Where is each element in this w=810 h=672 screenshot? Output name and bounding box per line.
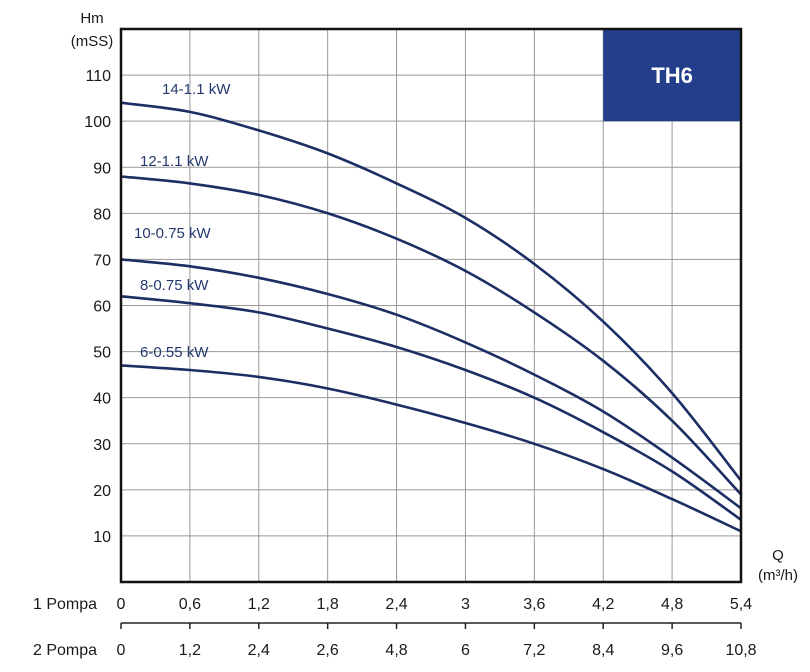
y-tick-label: 70 [93,252,111,269]
grid [121,29,741,582]
x-axes: 1 Pompa 0 0,6 1,2 1,8 2,4 3 3,6 4,2 4,8 5,4 2 Pompa… [33,596,757,659]
y-tick-label: 20 [93,483,111,500]
y-tick-label: 40 [93,391,111,408]
x-tick-label: 5,4 [730,596,752,613]
x-tick-label: 4,2 [592,596,614,613]
y-tick-label: 100 [84,114,111,131]
model-badge [603,29,741,122]
x-tick-label: 4,8 [385,642,407,659]
series-line [120,364,742,533]
x-tick-label: 7,2 [523,642,545,659]
series-label: 8-0.75 kW [140,277,209,294]
x-tick-label: 2,4 [385,596,407,613]
plot-frame [119,27,743,584]
series-label: 6-0.55 kW [140,344,209,361]
y-tick-label: 10 [93,529,111,546]
series-label: 10-0.75 kW [134,225,212,242]
y-tick-label: 30 [93,437,111,454]
series-line [120,101,743,482]
x-axis-row-label: 1 Pompa [33,596,97,613]
x-tick-label: 9,6 [661,642,683,659]
y-tick-label: 50 [93,345,111,362]
series-line [120,175,742,496]
x-tick-label: 4,8 [661,596,683,613]
x-axis-unit: (m³/h) [758,567,798,584]
x-tick-label: 3 [461,596,470,613]
curves: 14-1.1 kW 12-1.1 kW 10-0.75 kW 8-0.75 kW 6-0… [120,81,743,533]
x-tick-label: 0,6 [179,596,201,613]
x-tick-label: 10,8 [725,642,756,659]
x-tick-label: 2,6 [317,642,339,659]
series-line [120,258,742,510]
series-label: 12-1.1 kW [140,153,209,170]
x-tick-label: 0 [117,596,126,613]
series-line [120,295,742,521]
y-tick-label: 80 [93,206,111,223]
x-tick-label: 2,4 [248,642,270,659]
x-tick-label: 1,2 [248,596,270,613]
y-tick-label: 90 [93,160,111,177]
x-axis-title: Q [772,547,784,564]
y-tick-label: 110 [85,68,111,85]
y-axis-unit: (mSS) [71,33,114,50]
y-tick-label: 60 [93,299,111,316]
x-axis-row-label: 2 Pompa [33,642,97,659]
model-badge-label: TH6 [651,63,693,88]
x-tick-label: 3,6 [523,596,545,613]
x-tick-label: 1,8 [317,596,339,613]
series-label: 14-1.1 kW [162,81,231,98]
y-axis-ticks: 10 20 30 40 50 60 70 80 90 100 110 [84,68,111,546]
y-axis-title: Hm [80,10,103,27]
x-tick-label: 6 [461,642,470,659]
x-tick-label: 1,2 [179,642,201,659]
x-tick-label: 8,4 [592,642,614,659]
x-tick-label: 0 [117,642,126,659]
